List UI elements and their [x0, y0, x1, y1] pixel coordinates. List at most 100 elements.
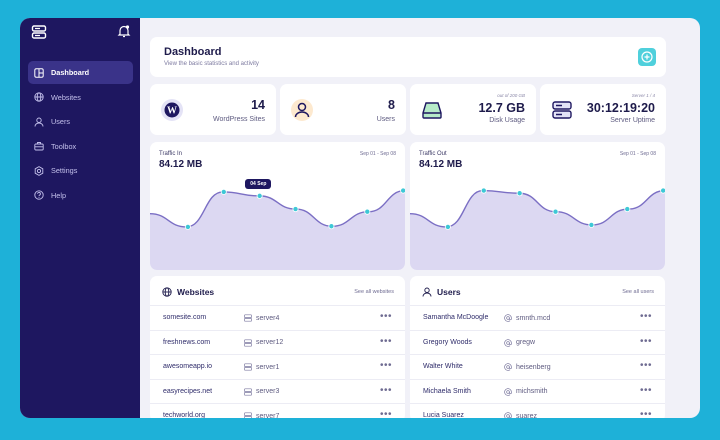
sidebar: Dashboard Websites Users Toolbox Setting… — [20, 18, 140, 418]
table-row[interactable]: Walter White heisenberg ••• — [410, 354, 665, 379]
users-table: Users See all users Samantha McDoogle smn… — [410, 276, 665, 418]
row-menu-button[interactable]: ••• — [379, 335, 392, 347]
table-title: Websites — [177, 287, 215, 297]
sidebar-item-toolbox[interactable]: Toolbox — [28, 135, 133, 158]
plus-circle-icon — [641, 51, 653, 63]
stat-value: 12.7 GB — [478, 101, 525, 115]
stat-label: WordPress Sites — [213, 116, 265, 123]
chart-point — [184, 223, 191, 230]
row-name[interactable]: Gregory Woods — [423, 338, 472, 346]
row-menu-button[interactable]: ••• — [379, 311, 392, 322]
row-name[interactable]: somesite.com — [163, 314, 207, 321]
row-name[interactable]: Samantha McDoogle — [423, 314, 489, 321]
row-meta: server7 — [244, 412, 279, 418]
row-name[interactable]: easyrecipes.net — [163, 387, 213, 395]
table-row[interactable]: Samantha McDoogle smnth.mcd ••• — [410, 305, 665, 330]
traffic-in-chart: Traffic In 84.12 MB Sep 01 - Sep 08 04 S… — [150, 142, 405, 270]
row-meta: server1 — [244, 363, 279, 371]
websites-table: Websites See all websites somesite.com se… — [150, 276, 405, 418]
stat-card-wordpress: W 14 WordPress Sites — [150, 84, 276, 135]
row-meta-text: smnth.mcd — [516, 314, 551, 322]
stat-card-users: 8 Users — [280, 84, 406, 135]
stat-value: 8 — [388, 98, 395, 112]
main-content: Dashboard View the basic statistics and … — [140, 18, 700, 418]
chart-point — [220, 188, 227, 195]
chart-point — [588, 221, 595, 228]
traffic-in-plot — [150, 187, 405, 270]
stat-value: 14 — [251, 98, 265, 112]
sidebar-item-help[interactable]: Help — [28, 184, 133, 207]
date-range[interactable]: Sep 01 - Sep 08 — [619, 151, 656, 157]
websites-rows: somesite.com server4 ••• freshnews.com serve… — [150, 305, 405, 418]
server-icon — [244, 387, 252, 396]
chart-title: Traffic In — [159, 151, 183, 157]
sidebar-item-settings[interactable]: Settings — [28, 159, 133, 182]
chart-point — [552, 208, 559, 215]
server-icon — [244, 314, 252, 322]
row-menu-button[interactable]: ••• — [639, 311, 652, 322]
traffic-out-chart: Traffic Out 84.12 MB Sep 01 - Sep 08 — [410, 142, 665, 270]
globe-icon — [34, 92, 44, 102]
row-meta-text: michsmith — [516, 388, 548, 395]
table-row[interactable]: freshnews.com server12 ••• — [150, 329, 405, 355]
table-row[interactable]: easyrecipes.net server3 ••• — [150, 378, 405, 404]
table-row[interactable]: Gregory Woods gregw ••• — [410, 329, 665, 355]
users-rows: Samantha McDoogle smnth.mcd ••• Gregory Woo… — [410, 305, 665, 418]
chart-line — [410, 189, 665, 228]
row-menu-button[interactable]: ••• — [639, 335, 652, 347]
row-name[interactable]: awesomeapp.io — [163, 363, 213, 370]
sidebar-item-users[interactable]: Users — [28, 110, 133, 133]
gear-icon — [34, 165, 44, 176]
server-icon — [552, 101, 572, 119]
page-header: Dashboard View the basic statistics and … — [150, 37, 666, 77]
row-meta-text: server12 — [256, 339, 284, 346]
chart-area — [410, 190, 665, 270]
chart-point — [624, 206, 631, 213]
app-window: Dashboard Websites Users Toolbox Setting… — [20, 18, 700, 418]
traffic-out-plot — [410, 187, 665, 270]
table-row[interactable]: techworld.org server7 ••• — [150, 403, 405, 418]
date-range[interactable]: Sep 01 - Sep 08 — [359, 151, 396, 157]
see-all-users-link[interactable]: See all users — [622, 289, 654, 295]
user-icon — [422, 287, 432, 297]
row-menu-button[interactable]: ••• — [379, 360, 392, 371]
sidebar-item-websites[interactable]: Websites — [28, 86, 133, 109]
chart-point — [328, 223, 335, 230]
chart-value: 84.12 MB — [419, 159, 463, 170]
row-meta: suarez — [504, 412, 537, 418]
bell-icon[interactable] — [117, 24, 131, 38]
user-icon — [34, 117, 44, 127]
row-name[interactable]: Michaela Smith — [423, 387, 471, 395]
table-row[interactable]: Lucia Suarez suarez ••• — [410, 403, 665, 418]
row-menu-button[interactable]: ••• — [639, 384, 652, 396]
stat-sub: Server 1 / 4 — [631, 93, 655, 98]
stat-sub: out of 200 GB — [497, 93, 525, 98]
dashboard-icon — [34, 67, 44, 78]
sidebar-item-label: Websites — [51, 92, 81, 102]
row-menu-button[interactable]: ••• — [639, 409, 652, 418]
chart-title: Traffic Out — [419, 151, 447, 157]
sidebar-item-dashboard[interactable]: Dashboard — [28, 61, 133, 84]
row-meta: michsmith — [504, 387, 548, 396]
chart-point — [444, 223, 451, 230]
table-row[interactable]: Michaela Smith michsmith ••• — [410, 378, 665, 404]
row-menu-button[interactable]: ••• — [379, 409, 392, 418]
row-menu-button[interactable]: ••• — [379, 384, 392, 396]
table-row[interactable]: somesite.com server4 ••• — [150, 305, 405, 330]
row-name[interactable]: Walter White — [423, 363, 463, 370]
svg-text:W: W — [167, 106, 177, 117]
at-icon — [504, 387, 512, 396]
server-stack-icon[interactable] — [31, 24, 47, 40]
row-name[interactable]: techworld.org — [163, 412, 206, 418]
sidebar-item-label: Dashboard — [51, 68, 90, 77]
see-all-websites-link[interactable]: See all websites — [354, 289, 394, 295]
at-icon — [504, 412, 512, 418]
chart-point — [292, 206, 299, 213]
add-button[interactable] — [638, 48, 656, 66]
row-name[interactable]: Lucia Suarez — [423, 412, 464, 418]
at-icon — [504, 314, 512, 322]
table-row[interactable]: awesomeapp.io server1 ••• — [150, 354, 405, 379]
row-name[interactable]: freshnews.com — [163, 338, 211, 346]
at-icon — [504, 363, 512, 371]
row-menu-button[interactable]: ••• — [639, 360, 652, 371]
